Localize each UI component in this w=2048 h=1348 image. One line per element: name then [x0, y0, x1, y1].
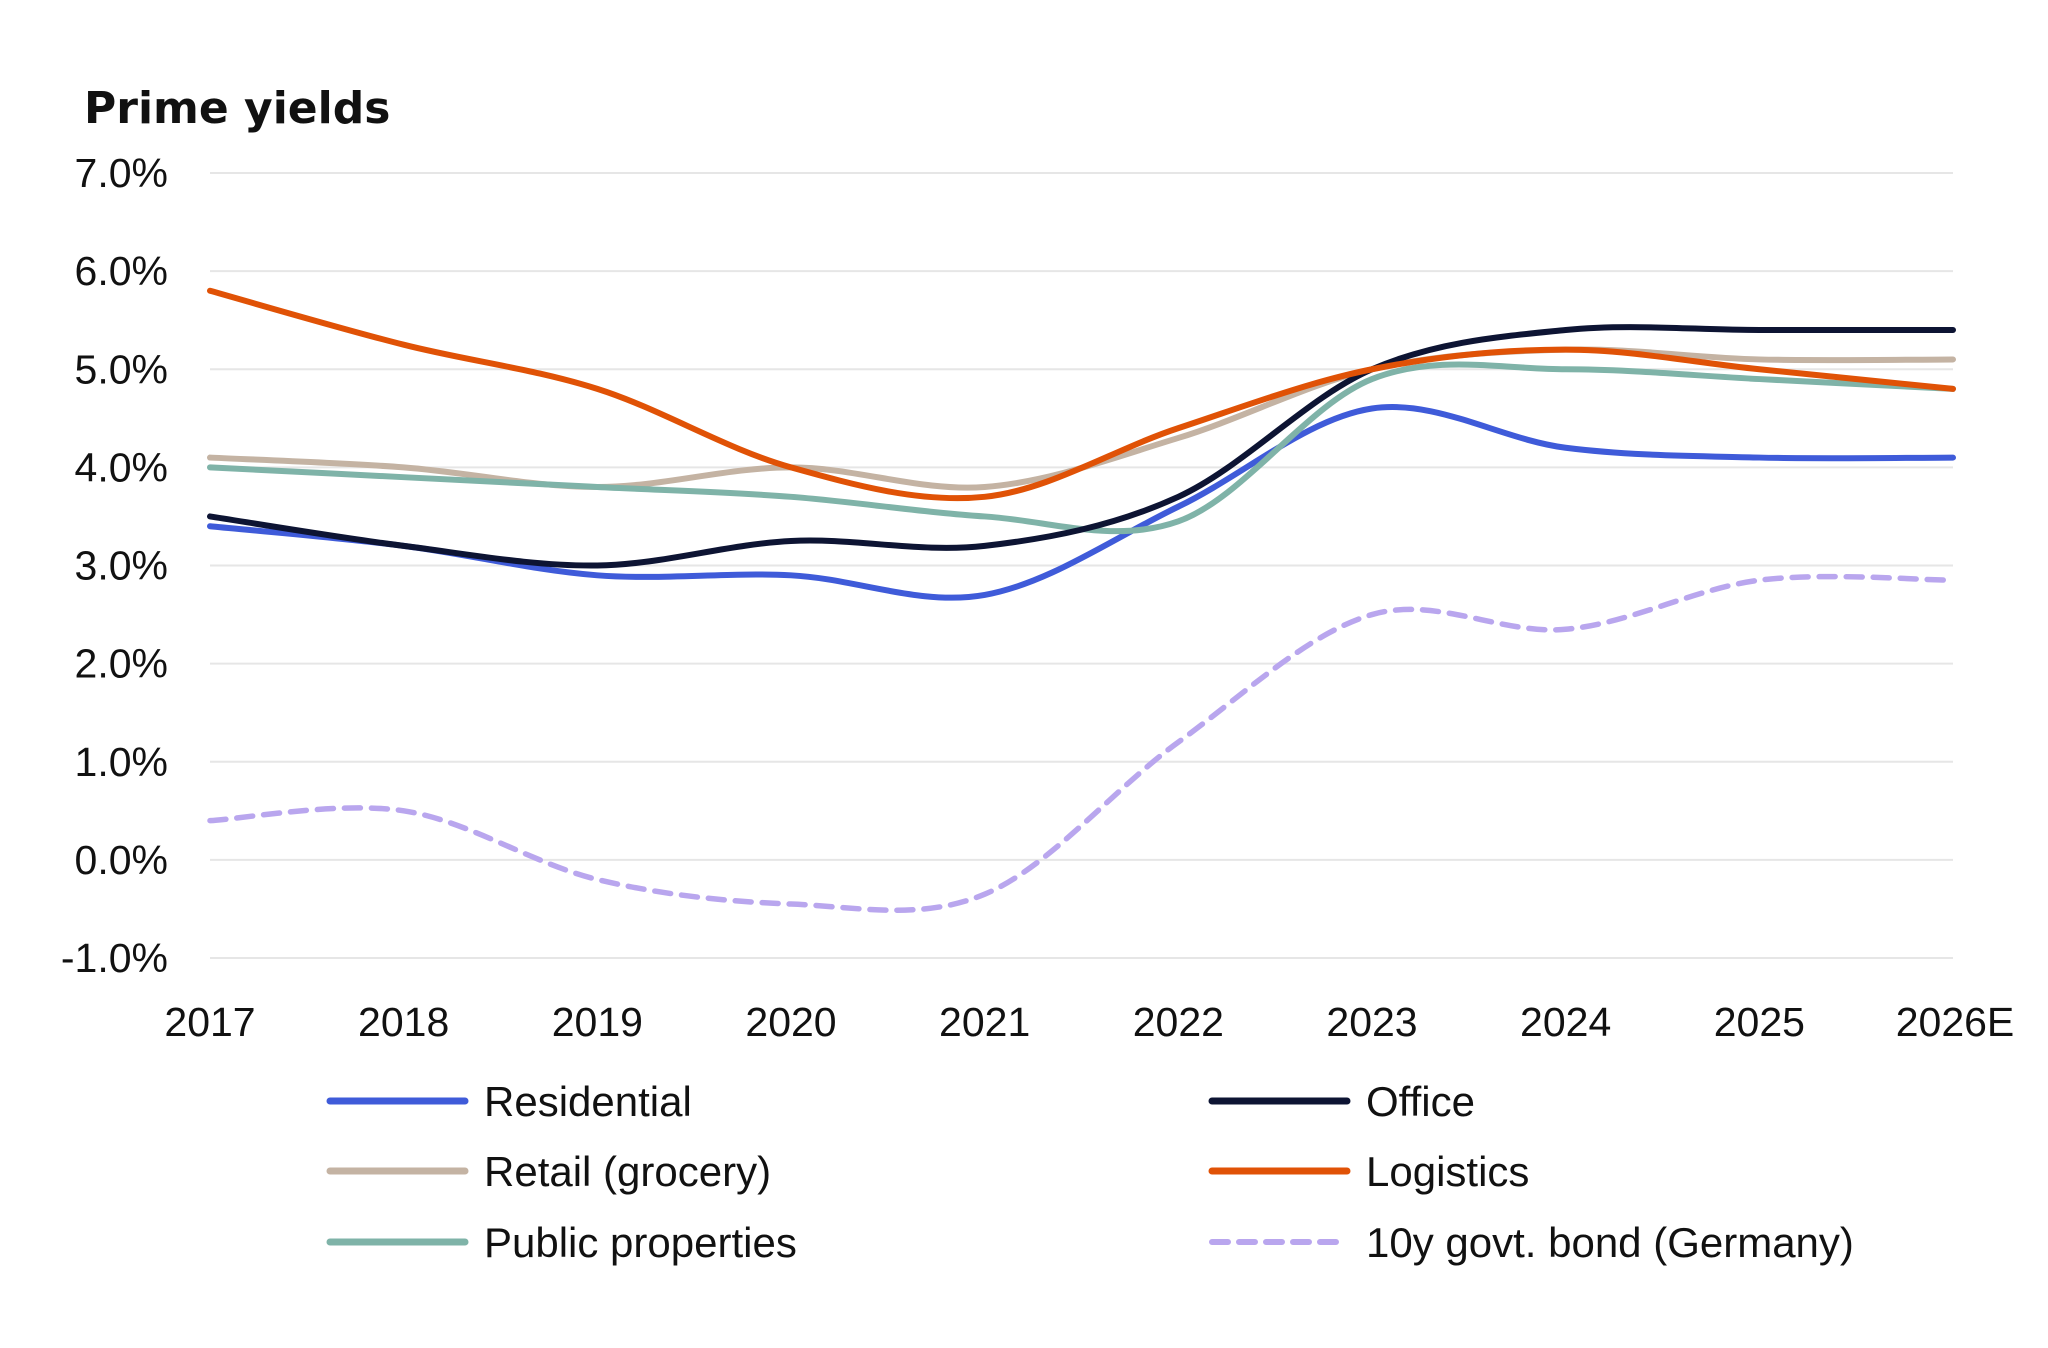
y-tick-label: 3.0%: [75, 543, 168, 589]
x-tick-label: 2020: [745, 999, 836, 1045]
series-line-10y-govt-bond-germany: [207, 573, 1956, 913]
chart-title: Prime yields: [84, 83, 390, 134]
y-tick-label: 4.0%: [75, 444, 168, 490]
legend-label: 10y govt. bond (Germany): [1366, 1219, 1854, 1266]
x-tick-label: 2024: [1520, 999, 1611, 1045]
x-tick-label: 2025: [1714, 999, 1805, 1045]
y-tick-label: -1.0%: [61, 935, 168, 981]
y-tick-label: 6.0%: [75, 248, 168, 294]
y-axis-ticks: 7.0% 6.0% 5.0% 4.0% 3.0% 2.0% 1.0% 0.0% -1.0%: [61, 150, 168, 981]
y-tick-label: 1.0%: [75, 739, 168, 785]
y-tick-label: 5.0%: [75, 346, 168, 392]
legend-item: Office: [1208, 1078, 1475, 1125]
y-tick-label: 7.0%: [75, 150, 168, 196]
legend-label: Residential: [484, 1078, 692, 1125]
x-tick-label: 2023: [1326, 999, 1417, 1045]
legend-label: Office: [1366, 1078, 1475, 1125]
legend-label: Logistics: [1366, 1148, 1529, 1195]
series-line-office: [207, 324, 1956, 569]
series-line-logistics: [207, 287, 1956, 502]
y-tick-label: 0.0%: [75, 837, 168, 883]
legend-item: Public properties: [326, 1219, 797, 1266]
legend-label: Retail (grocery): [484, 1148, 771, 1195]
x-tick-label: 2019: [552, 999, 643, 1045]
series-lines: [207, 287, 1956, 913]
x-axis-ticks: 2017 2018 2019 2020 2021 2022 2023 2024 2025 2026…: [164, 999, 2014, 1045]
legend-item: Residential: [326, 1078, 692, 1125]
x-tick-label: 2017: [164, 999, 255, 1045]
series-line-residential: [207, 404, 1956, 601]
y-tick-label: 2.0%: [75, 641, 168, 687]
legend-item: 10y govt. bond (Germany): [1209, 1219, 1854, 1266]
legend-label: Public properties: [484, 1219, 797, 1266]
x-tick-label: 2026E: [1896, 999, 2015, 1045]
series-line-public-properties: [207, 361, 1956, 535]
x-tick-label: 2018: [358, 999, 449, 1045]
legend-item: Retail (grocery): [326, 1148, 771, 1195]
gridlines: [210, 172, 1953, 959]
legend: Residential Office Retail (grocery) Logisti…: [326, 1078, 1854, 1266]
legend-item: Logistics: [1208, 1148, 1529, 1195]
x-tick-label: 2021: [939, 999, 1030, 1045]
x-tick-label: 2022: [1133, 999, 1224, 1045]
